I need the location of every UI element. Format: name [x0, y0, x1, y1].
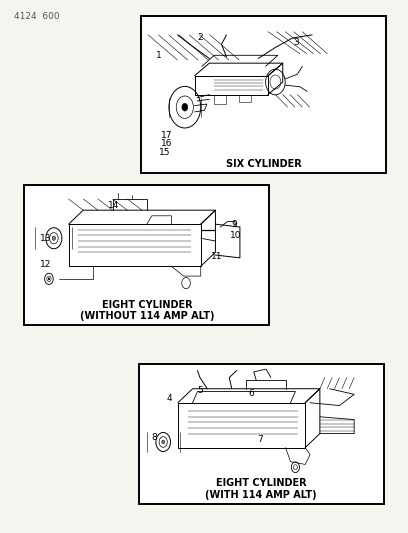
- Bar: [24, 185, 269, 325]
- Text: 5: 5: [197, 386, 203, 394]
- Text: 3: 3: [293, 38, 299, 47]
- Text: 7: 7: [257, 435, 263, 444]
- Text: 1: 1: [156, 52, 162, 60]
- Text: SIX CYLINDER: SIX CYLINDER: [226, 159, 302, 169]
- Circle shape: [162, 440, 164, 444]
- Bar: [139, 364, 384, 504]
- Bar: [141, 16, 386, 173]
- Text: 11: 11: [211, 253, 222, 261]
- Circle shape: [52, 236, 55, 240]
- Text: 4124  600: 4124 600: [14, 12, 60, 21]
- Text: 14: 14: [108, 201, 119, 209]
- Text: 9: 9: [231, 221, 237, 229]
- Circle shape: [48, 278, 50, 280]
- Text: EIGHT CYLINDER
(WITH 114 AMP ALT): EIGHT CYLINDER (WITH 114 AMP ALT): [205, 478, 317, 500]
- Text: EIGHT CYLINDER
(WITHOUT 114 AMP ALT): EIGHT CYLINDER (WITHOUT 114 AMP ALT): [80, 300, 214, 321]
- Bar: [139, 364, 384, 504]
- Text: 4: 4: [166, 394, 172, 402]
- Text: 13: 13: [40, 234, 51, 243]
- Bar: [141, 16, 386, 173]
- Text: 10: 10: [230, 231, 242, 240]
- Text: 17: 17: [161, 132, 172, 140]
- Text: 15: 15: [159, 148, 170, 157]
- Text: 8: 8: [151, 433, 157, 441]
- Circle shape: [182, 103, 188, 111]
- Text: 12: 12: [40, 261, 51, 269]
- Bar: [24, 185, 269, 325]
- Text: 6: 6: [249, 389, 255, 398]
- Text: 16: 16: [161, 140, 172, 148]
- Text: 2: 2: [197, 33, 203, 42]
